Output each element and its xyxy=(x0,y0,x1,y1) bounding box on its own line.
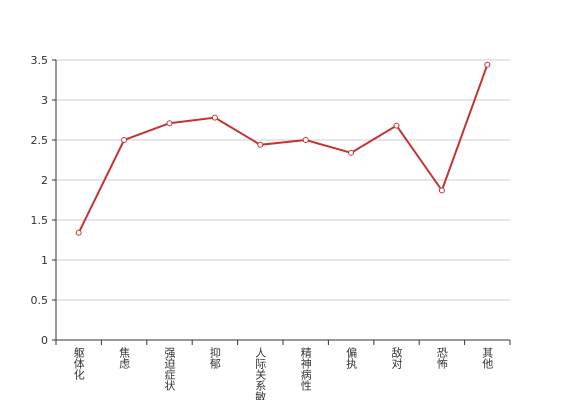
y-tick-label: 1 xyxy=(41,254,48,267)
y-tick-label: 3 xyxy=(41,94,48,107)
point xyxy=(257,141,264,148)
point xyxy=(211,114,218,121)
point xyxy=(393,122,400,129)
point xyxy=(75,229,82,236)
line xyxy=(77,64,489,234)
point xyxy=(121,137,128,143)
y-tick-label: 0.5 xyxy=(31,294,49,307)
x-tick-label: 精神病性 xyxy=(299,347,312,392)
x-tick-label: 强迫症状 xyxy=(163,347,176,391)
x-tick-label: 敌对 xyxy=(390,346,403,369)
x-tick-label: 其他 xyxy=(481,347,494,369)
point xyxy=(302,137,309,143)
y-tick-label: 1.5 xyxy=(31,214,49,227)
y-tick-label: 3.5 xyxy=(31,54,49,67)
y-tick-label: 2.5 xyxy=(31,134,49,147)
y-tick-label: 2 xyxy=(41,174,48,187)
point xyxy=(166,120,173,127)
x-tick-label: 偏执 xyxy=(345,346,358,370)
x-tick-label: 人际关系敏感 xyxy=(254,347,267,400)
point xyxy=(484,61,491,68)
point xyxy=(438,187,445,194)
point xyxy=(348,149,355,156)
x-tick-label: 焦虑 xyxy=(118,347,131,369)
x-tick-label: 抑郁 xyxy=(208,346,221,369)
y-tick-label: 0 xyxy=(41,334,48,347)
x-tick-label: 躯体化 xyxy=(72,347,85,381)
x-tick-label: 恐怖 xyxy=(435,347,448,369)
